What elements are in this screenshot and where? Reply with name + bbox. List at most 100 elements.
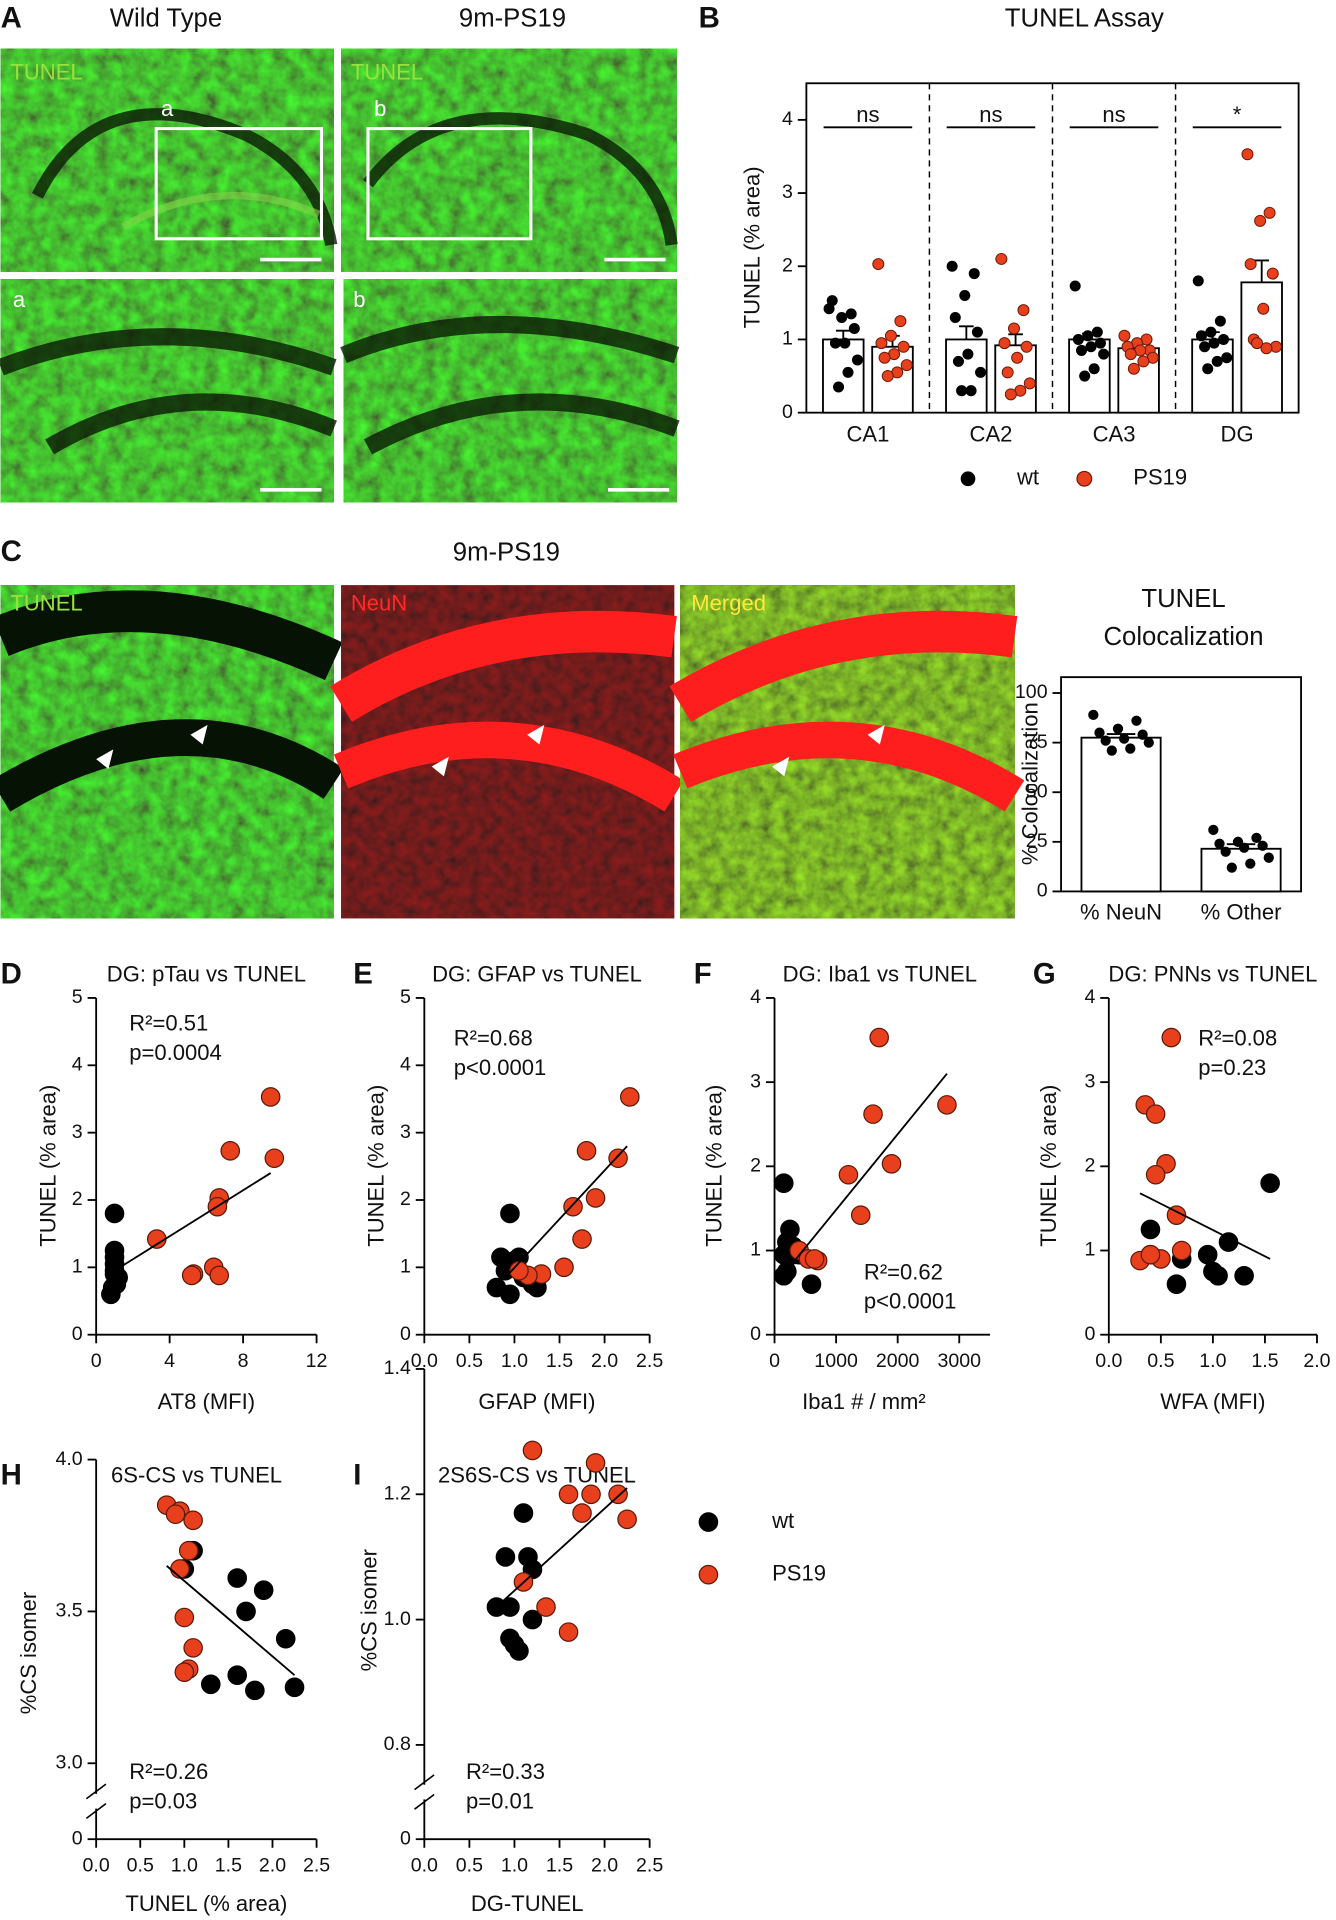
- data-point: [1124, 348, 1137, 361]
- data-point: [1254, 214, 1267, 227]
- y-tick-label: 25: [1026, 830, 1048, 852]
- data-point: [165, 1504, 186, 1525]
- y-axis-label: %CS isomer: [16, 1592, 41, 1714]
- channel-label: TUNEL: [10, 591, 82, 616]
- tissue-band: [363, 393, 680, 455]
- tissue-band: [363, 112, 678, 246]
- data-point: [952, 355, 964, 367]
- x-tick-label: 1.0: [1199, 1350, 1226, 1372]
- y-tick-label: 2: [1084, 1154, 1095, 1176]
- y-tick-label: 50: [1026, 780, 1048, 802]
- data-point: [995, 252, 1008, 265]
- x-tick-label: 12: [306, 1350, 328, 1372]
- data-point: [1260, 1173, 1280, 1193]
- channel-label: NeuN: [351, 591, 407, 616]
- data-point: [181, 1265, 202, 1286]
- data-point: [1250, 337, 1263, 350]
- chart-title: DG: PNNs vs TUNEL: [1108, 962, 1317, 987]
- x-tick-label: 4: [164, 1350, 175, 1372]
- y-tick-label: 4: [400, 1053, 411, 1075]
- data-point: [1145, 1164, 1166, 1185]
- data-point: [536, 1597, 556, 1617]
- data-point: [585, 1453, 606, 1473]
- tissue-band: [673, 721, 1025, 812]
- legend-marker: [1076, 470, 1093, 487]
- annotation: R²=0.51: [129, 1011, 208, 1036]
- data-point: [949, 311, 961, 324]
- y-tick-label: 1.4: [384, 1357, 411, 1379]
- data-point: [1007, 322, 1020, 335]
- data-point: [1140, 1219, 1161, 1240]
- annotation: p<0.0001: [864, 1289, 957, 1314]
- y-tick-label: 0: [400, 1323, 411, 1345]
- x-tick-label: 2.0: [259, 1854, 286, 1876]
- y-tick-label: 5: [400, 986, 411, 1008]
- plot-frame: [1060, 676, 1302, 893]
- data-point: [850, 1205, 871, 1225]
- data-point: [1166, 1205, 1187, 1225]
- data-point: [881, 1154, 902, 1174]
- data-point: [839, 337, 851, 349]
- annotation: p=0.01: [466, 1788, 534, 1813]
- data-point: [1145, 1104, 1166, 1124]
- x-tick-label: 2.5: [636, 1854, 663, 1876]
- data-point: [522, 1440, 543, 1461]
- data-point: [956, 385, 968, 397]
- y-tick-label: 3: [72, 1121, 83, 1143]
- data-point: [1205, 326, 1217, 338]
- y-tick-label: 1.0: [384, 1608, 411, 1630]
- data-point: [1166, 1274, 1187, 1294]
- x-axis-label: TUNEL (% area): [125, 1891, 287, 1916]
- data-point: [1091, 326, 1103, 338]
- data-point: [174, 1607, 195, 1628]
- x-tick-label: 1.0: [171, 1854, 198, 1876]
- data-point: [1238, 842, 1250, 853]
- fit-line: [495, 1487, 628, 1608]
- legend-label: wt: [1016, 465, 1039, 490]
- data-point: [881, 370, 894, 383]
- inset-box: [366, 127, 533, 241]
- arrowhead: [431, 756, 449, 777]
- y-tick-label: 2: [72, 1188, 83, 1210]
- data-point: [1214, 838, 1225, 849]
- y-axis-label: TUNEL (% area): [1036, 1085, 1061, 1247]
- data-point: [804, 1249, 825, 1269]
- data-point: [617, 1509, 637, 1530]
- x-tick-label: 0.5: [456, 1854, 483, 1876]
- data-point: [884, 329, 897, 342]
- data-point: [773, 1173, 794, 1193]
- data-point: [1069, 280, 1081, 292]
- x-tick-label: 0: [91, 1350, 102, 1372]
- data-point: [1127, 362, 1140, 375]
- bar: [822, 338, 865, 414]
- axis-break: [85, 1783, 107, 1820]
- data-point: [558, 1622, 579, 1642]
- data-point: [1199, 341, 1211, 353]
- bar: [1080, 736, 1162, 893]
- data-point: [1257, 840, 1268, 851]
- y-tick-label: 1: [782, 328, 793, 350]
- tissue-band: [0, 590, 343, 681]
- data-point: [264, 1148, 285, 1169]
- y-tick-label: 3: [400, 1121, 411, 1143]
- data-point: [1004, 388, 1017, 401]
- x-tick-label: 0.0: [1095, 1350, 1122, 1372]
- data-point: [1218, 333, 1230, 345]
- data-point: [1220, 846, 1231, 857]
- data-point: [227, 1665, 248, 1685]
- legend-marker: [698, 1512, 719, 1532]
- stain-label: TUNEL: [10, 59, 82, 84]
- data-point: [253, 1580, 274, 1600]
- data-point: [946, 260, 958, 272]
- x-tick-label: CA3: [1093, 422, 1136, 447]
- data-point: [801, 1274, 822, 1294]
- data-point: [1023, 377, 1036, 390]
- data-point: [872, 258, 885, 271]
- data-point: [146, 1229, 167, 1249]
- annotation: R²=0.08: [1198, 1025, 1277, 1050]
- tissue-band: [340, 316, 680, 364]
- y-tick-label: 2: [782, 254, 793, 276]
- x-tick-label: 1.5: [546, 1854, 573, 1876]
- y-axis-label: TUNEL (% area): [364, 1085, 389, 1247]
